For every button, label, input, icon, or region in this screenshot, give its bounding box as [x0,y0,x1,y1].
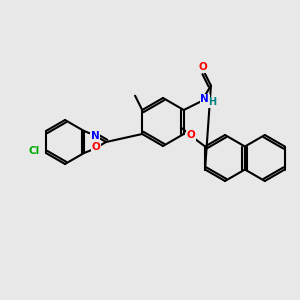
Text: H: H [208,97,217,107]
Text: Cl: Cl [28,146,40,156]
Text: O: O [92,142,100,152]
Text: N: N [91,131,99,141]
Text: O: O [187,130,195,140]
Text: O: O [198,62,207,72]
Text: N: N [200,94,209,104]
